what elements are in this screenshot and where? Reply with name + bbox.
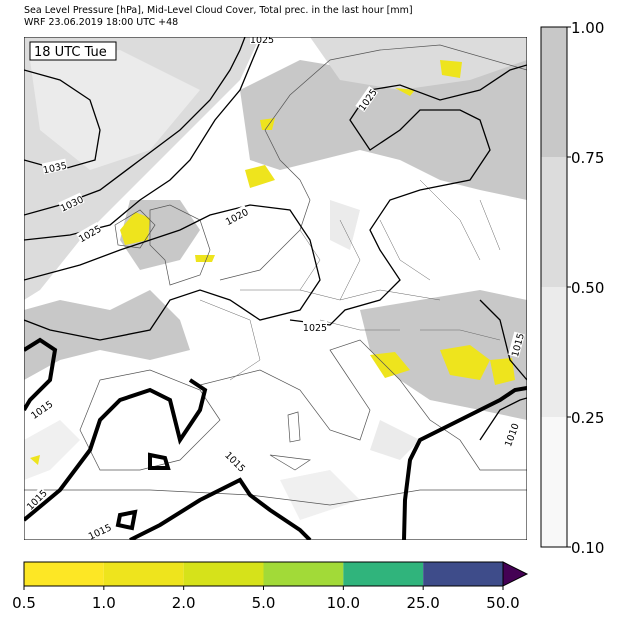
isobar-label: 1025 bbox=[250, 35, 274, 46]
precip-color-box bbox=[24, 562, 104, 586]
precip-color-box bbox=[263, 562, 344, 586]
isobar-label: 1035 bbox=[42, 161, 68, 177]
time-label: 18 UTC Tue bbox=[34, 45, 107, 60]
isobar-label-bg bbox=[76, 221, 103, 244]
isobar-label-bg bbox=[508, 331, 525, 358]
cloud-tick-label: 0.10 bbox=[571, 539, 604, 557]
precip-tick-label: 10.0 bbox=[327, 594, 360, 612]
header-line1: Sea Level Pressure [hPa], Mid-Level Clou… bbox=[24, 5, 413, 16]
isobar-label-bg bbox=[86, 520, 113, 540]
cloud-colorbar: 1.00 0.75 0.50 0.25 0.10 bbox=[540, 19, 604, 557]
isobar-label-bg bbox=[250, 37, 274, 44]
cloud-tick-label: 0.75 bbox=[571, 149, 604, 167]
precip-colorbar: 0.5 1.0 2.0 5.0 10.0 25.0 50.0 bbox=[12, 561, 529, 612]
isobars-1015 bbox=[24, 337, 527, 540]
borders bbox=[199, 179, 501, 381]
isobar-label-bg bbox=[355, 86, 379, 113]
map-area: 1025102510351030102510201025101510151015… bbox=[24, 35, 527, 540]
isobar-label-bg bbox=[41, 158, 68, 175]
cloud-color-box bbox=[541, 157, 567, 287]
precip-tick-label: 5.0 bbox=[252, 594, 276, 612]
coastlines bbox=[24, 44, 527, 506]
isobar-label-bg bbox=[501, 421, 520, 448]
precip-tick-label: 25.0 bbox=[406, 594, 439, 612]
isobar-label-bg bbox=[58, 192, 85, 213]
precip-tick-label: 1.0 bbox=[92, 594, 116, 612]
cloud-color-box bbox=[541, 27, 567, 157]
isobar-label-bg bbox=[24, 486, 49, 512]
precip-color-box bbox=[103, 562, 184, 586]
precip-tick-label: 50.0 bbox=[486, 594, 519, 612]
cloud-tick-label: 1.00 bbox=[571, 19, 604, 37]
precip-extend-arrow bbox=[502, 561, 529, 587]
precip-color-box bbox=[343, 562, 424, 586]
header-line2: WRF 23.06.2019 18:00 UTC +48 bbox=[24, 17, 178, 28]
cloud-color-box bbox=[541, 417, 567, 547]
isobar-label: 1025 bbox=[303, 323, 327, 334]
precipitation bbox=[30, 60, 515, 465]
precip-tick-label: 0.5 bbox=[12, 594, 36, 612]
isobar-label-bg bbox=[28, 397, 55, 421]
time-label-box bbox=[29, 41, 117, 61]
cloud-color-box bbox=[541, 287, 567, 417]
precip-color-box bbox=[423, 562, 503, 586]
isobar-label-bg bbox=[223, 448, 249, 474]
isobar-label-bg bbox=[303, 321, 327, 332]
cloud-tick-label: 0.25 bbox=[571, 409, 604, 427]
cloud-tick-label: 0.50 bbox=[571, 279, 604, 297]
isobar-label-bg bbox=[223, 205, 250, 227]
precip-color-box bbox=[183, 562, 264, 586]
precip-tick-label: 2.0 bbox=[172, 594, 196, 612]
